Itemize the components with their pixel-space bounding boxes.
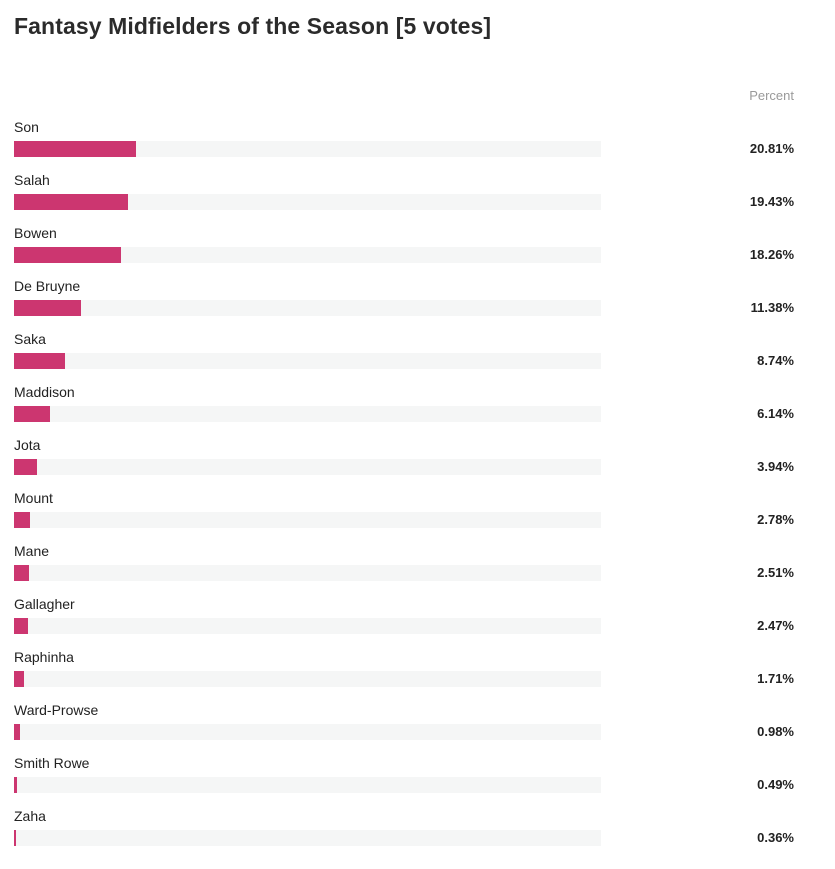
bar-fill-gallagher	[14, 618, 29, 634]
bar-track	[14, 194, 601, 210]
bar-track	[14, 565, 601, 581]
bar-fill-mane	[14, 565, 29, 581]
bar-value-label: 2.47%	[757, 618, 794, 633]
bar-row-raphinha: Raphinha 1.71%	[0, 649, 835, 702]
bar-row-jota: Jota 3.94%	[0, 437, 835, 490]
bar-track	[14, 353, 601, 369]
bar-track	[14, 512, 601, 528]
bar-row-de-bruyne: De Bruyne 11.38%	[0, 278, 835, 331]
bar-track	[14, 406, 601, 422]
bar-label: Ward-Prowse	[14, 702, 99, 718]
bar-fill-de-bruyne	[14, 300, 81, 316]
bar-row-mount: Mount 2.78%	[0, 490, 835, 543]
bar-row-gallagher: Gallagher 2.47%	[0, 596, 835, 649]
bar-label: De Bruyne	[14, 278, 81, 294]
bar-track	[14, 300, 601, 316]
bar-label: Gallagher	[14, 596, 75, 612]
bar-label: Son	[14, 119, 39, 135]
bar-fill-maddison	[14, 406, 51, 422]
bar-row-mane: Mane 2.51%	[0, 543, 835, 596]
bar-label: Saka	[14, 331, 46, 347]
bar-value-label: 3.94%	[757, 459, 794, 474]
bar-label: Salah	[14, 172, 50, 188]
bar-value-label: 18.26%	[749, 247, 794, 262]
bar-value-label: 0.98%	[757, 724, 794, 739]
bar-fill-smith-rowe	[14, 777, 17, 793]
bar-row-ward-prowse: Ward-Prowse 0.98%	[0, 702, 835, 755]
bar-track	[14, 724, 601, 740]
bar-row-bowen: Bowen 18.26%	[0, 225, 835, 278]
bar-fill-bowen	[14, 247, 122, 263]
bar-track	[14, 459, 601, 475]
bar-track	[14, 830, 601, 846]
bar-fill-salah	[14, 194, 129, 210]
bar-label: Smith Rowe	[14, 755, 90, 771]
bar-track	[14, 141, 601, 157]
bar-track	[14, 777, 601, 793]
bar-label: Mane	[14, 543, 50, 559]
bar-label: Maddison	[14, 384, 75, 400]
bar-value-label: 8.74%	[757, 353, 794, 368]
bar-track	[14, 618, 601, 634]
bar-row-maddison: Maddison 6.14%	[0, 384, 835, 437]
chart-title: Fantasy Midfielders of the Season [5 vot…	[14, 13, 492, 39]
bar-value-label: 19.43%	[749, 194, 794, 209]
bar-fill-zaha	[14, 830, 17, 846]
bar-label: Zaha	[14, 808, 46, 824]
bar-row-smith-rowe: Smith Rowe 0.49%	[0, 755, 835, 808]
bar-track	[14, 247, 601, 263]
bar-fill-jota	[14, 459, 38, 475]
bar-value-label: 6.14%	[757, 406, 794, 421]
bar-value-label: 2.78%	[757, 512, 794, 527]
bar-fill-son	[14, 141, 137, 157]
bar-row-saka: Saka 8.74%	[0, 331, 835, 384]
bar-value-label: 0.36%	[757, 830, 794, 845]
bar-row-zaha: Zaha 0.36%	[0, 808, 835, 861]
bar-track	[14, 671, 601, 687]
percent-column-header: Percent	[749, 88, 794, 103]
bar-row-salah: Salah 19.43%	[0, 172, 835, 225]
bar-value-label: 11.38%	[750, 300, 794, 315]
bar-fill-raphinha	[14, 671, 25, 687]
bar-fill-saka	[14, 353, 66, 369]
bar-value-label: 1.71%	[757, 671, 794, 686]
bar-value-label: 0.49%	[757, 777, 794, 792]
bar-fill-ward-prowse	[14, 724, 20, 740]
bar-label: Raphinha	[14, 649, 74, 665]
bar-fill-mount	[14, 512, 31, 528]
bar-label: Jota	[14, 437, 41, 453]
bar-value-label: 2.51%	[757, 565, 794, 580]
bar-label: Mount	[14, 490, 53, 506]
bar-value-label: 20.81%	[749, 141, 794, 156]
bar-row-son: Son 20.81%	[0, 119, 835, 172]
bar-label: Bowen	[14, 225, 57, 241]
